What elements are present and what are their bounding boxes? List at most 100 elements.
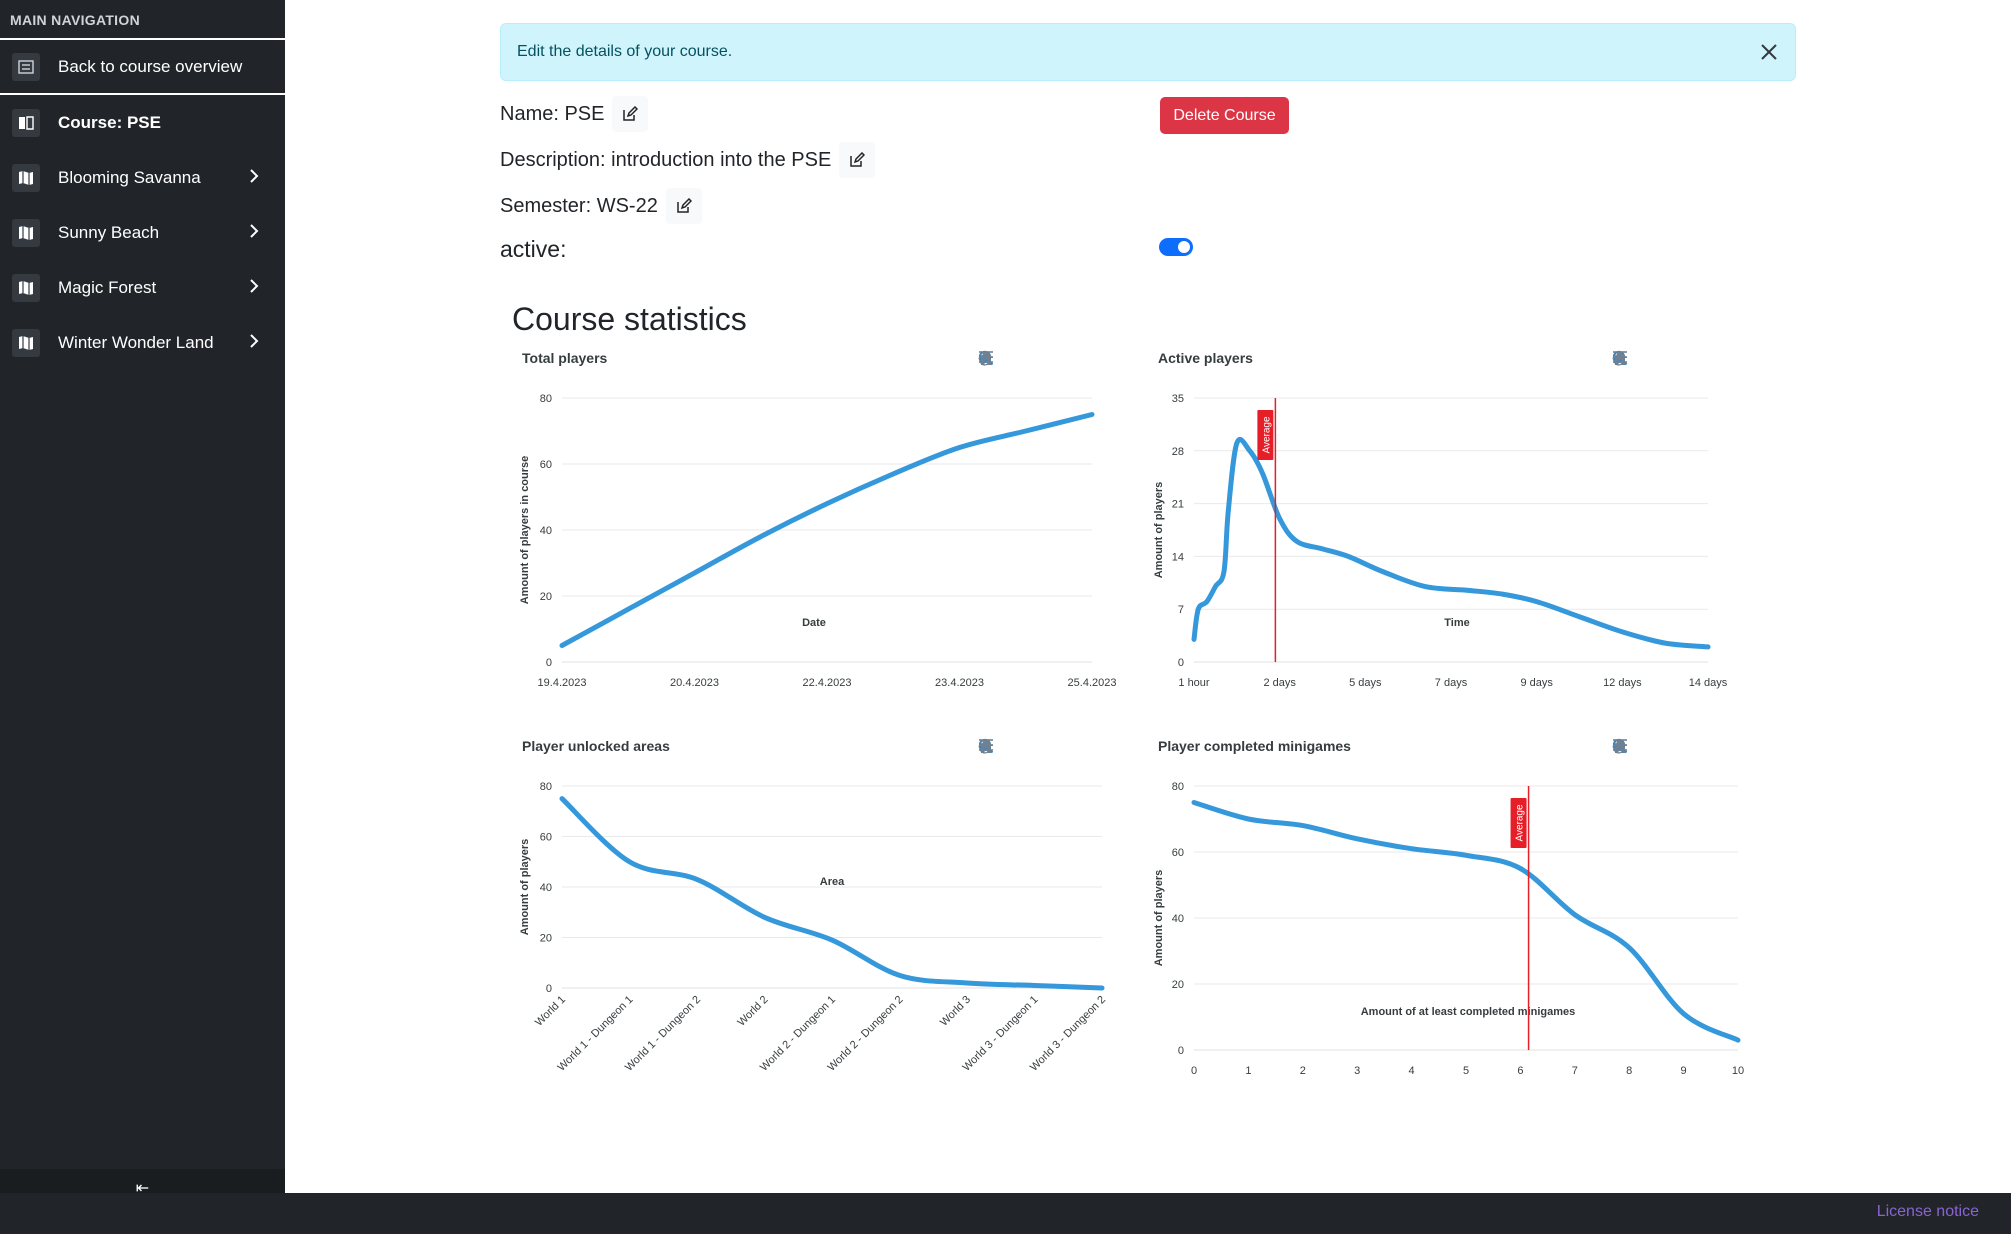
x-tick-label: 2	[1300, 1065, 1306, 1077]
sidebar-item-magic-forest[interactable]: Magic Forest	[0, 260, 285, 315]
x-tick-label: 6	[1517, 1065, 1523, 1077]
y-axis-label: Amount of players in course	[519, 456, 531, 605]
x-tick-label: World 1 - Dungeon 2	[623, 994, 703, 1074]
x-tick-label: 19.4.2023	[538, 677, 587, 689]
license-notice-link[interactable]: License notice	[1876, 1203, 1979, 1220]
y-tick-label: 20	[1172, 979, 1184, 991]
y-tick-label: 20	[540, 933, 552, 945]
chevron-right-icon[interactable]	[249, 278, 259, 298]
average-label: Average	[1515, 804, 1526, 842]
x-tick-label: 8	[1626, 1065, 1632, 1077]
y-tick-label: 80	[540, 781, 552, 793]
y-tick-label: 0	[1178, 657, 1184, 669]
footer: License notice	[0, 1193, 2011, 1234]
sidebar-item-label: Sunny Beach	[58, 222, 160, 242]
edit-semester-button[interactable]	[665, 188, 702, 224]
x-tick-label: 2 days	[1263, 677, 1296, 689]
y-axis-label: Amount of players	[519, 839, 531, 936]
x-tick-label: 3	[1354, 1065, 1360, 1077]
x-axis-label: Amount of at least completed minigames	[1361, 1006, 1576, 1018]
chart-active-players: Active players 0 7 14 21 28 35 Amount of player…	[1148, 350, 1768, 730]
x-tick-label: World 1	[533, 994, 568, 1029]
map-icon	[12, 163, 40, 192]
x-axis-label: Area	[820, 876, 845, 888]
edit-icon	[850, 152, 866, 167]
y-axis-label: Amount of players	[1153, 870, 1165, 967]
y-tick-label: 60	[540, 832, 552, 844]
active-label: active:	[500, 236, 567, 262]
x-tick-label: World 2 - Dungeon 2	[825, 994, 905, 1074]
average-label-box	[1510, 798, 1527, 848]
y-tick-label: 21	[1172, 499, 1184, 511]
chart-svg: 0 20 40 60 80 Amount of players 0 1 2 3 4 5 6 7 8 9 10 Am…	[1153, 781, 1744, 1077]
x-tick-label: World 2 - Dungeon 1	[758, 994, 838, 1074]
x-tick-label: 9	[1681, 1065, 1687, 1077]
y-tick-label: 14	[1172, 551, 1184, 563]
y-tick-label: 35	[1172, 393, 1184, 405]
x-tick-label: 7	[1572, 1065, 1578, 1077]
list-icon	[12, 52, 40, 81]
x-tick-label: World 1 - Dungeon 1	[555, 994, 635, 1074]
active-toggle[interactable]	[1159, 238, 1193, 256]
chart-toolbar	[1612, 738, 1738, 754]
chart-completed-minigames: Player completed minigames 0 20 40 60 80 Amoun…	[1148, 738, 1768, 1118]
close-icon[interactable]	[1757, 40, 1781, 64]
sidebar-item-label: Magic Forest	[58, 277, 157, 297]
map-icon	[12, 218, 40, 247]
x-tick-label: 12 days	[1603, 677, 1642, 689]
menu-icon[interactable]	[1613, 350, 1738, 366]
chart-title: Active players	[1158, 350, 1253, 366]
sidebar-item-label: Blooming Savanna	[58, 167, 201, 187]
y-tick-label: 80	[1172, 781, 1184, 793]
menu-icon[interactable]	[979, 350, 1104, 366]
x-tick-label: 5	[1463, 1065, 1469, 1077]
y-tick-label: 20	[540, 591, 552, 603]
sidebar-item-course-pse[interactable]: Course: PSE	[0, 95, 285, 150]
y-tick-label: 0	[546, 983, 552, 995]
edit-name-button[interactable]	[612, 96, 649, 132]
chart-title: Player unlocked areas	[522, 738, 670, 754]
x-axis-label: Time	[1444, 617, 1469, 629]
sidebar-item-sunny-beach[interactable]: Sunny Beach	[0, 205, 285, 260]
course-description: Description: introduction into the PSE	[500, 148, 832, 171]
chart-toolbar	[978, 738, 1104, 754]
chevron-right-icon[interactable]	[249, 333, 259, 353]
series-line	[559, 412, 1095, 648]
info-alert: Edit the details of your course.	[500, 23, 1796, 81]
y-tick-label: 0	[546, 657, 552, 669]
average-label: Average	[1261, 416, 1272, 454]
course-semester-row: Semester: WS-22	[500, 188, 702, 224]
chart-toolbar	[978, 350, 1104, 366]
x-tick-label: 1 hour	[1178, 677, 1210, 689]
y-tick-label: 40	[540, 882, 552, 894]
chart-toolbar	[1612, 350, 1738, 366]
x-tick-label: 5 days	[1349, 677, 1382, 689]
chevron-right-icon[interactable]	[249, 168, 259, 188]
y-tick-label: 0	[1178, 1045, 1184, 1057]
course-semester: Semester: WS-22	[500, 194, 658, 217]
x-tick-label: 7 days	[1435, 677, 1468, 689]
y-tick-label: 28	[1172, 446, 1184, 458]
average-label-box	[1257, 410, 1274, 460]
x-tick-label: 9 days	[1520, 677, 1553, 689]
sidebar-item-back[interactable]: Back to course overview	[0, 38, 285, 95]
sidebar: MAIN NAVIGATION Back to course overview …	[0, 0, 285, 1169]
y-tick-label: 80	[540, 393, 552, 405]
sidebar-item-blooming-savanna[interactable]: Blooming Savanna	[0, 150, 285, 205]
x-tick-label: World 3 - Dungeon 1	[960, 994, 1040, 1074]
edit-description-button[interactable]	[839, 142, 876, 178]
chart-unlocked-areas: Player unlocked areas 0 20 40 60 80 Amount of …	[512, 738, 1132, 1118]
collapse-icon: ⇤	[135, 1179, 150, 1197]
menu-icon[interactable]	[979, 738, 1104, 754]
x-tick-label: World 3 - Dungeon 2	[1028, 994, 1108, 1074]
course-name: Name: PSE	[500, 102, 605, 125]
sidebar-item-label: Winter Wonder Land	[58, 332, 214, 352]
sidebar-item-winter-wonder-land[interactable]: Winter Wonder Land	[0, 315, 285, 370]
delete-course-button[interactable]: Delete Course	[1160, 97, 1289, 134]
menu-icon[interactable]	[1613, 738, 1738, 754]
x-tick-label: 23.4.2023	[935, 677, 984, 689]
chevron-right-icon[interactable]	[249, 223, 259, 243]
x-tick-label: 10	[1732, 1065, 1744, 1077]
sidebar-item-label: Course: PSE	[58, 112, 161, 132]
chart-title: Total players	[522, 350, 608, 366]
